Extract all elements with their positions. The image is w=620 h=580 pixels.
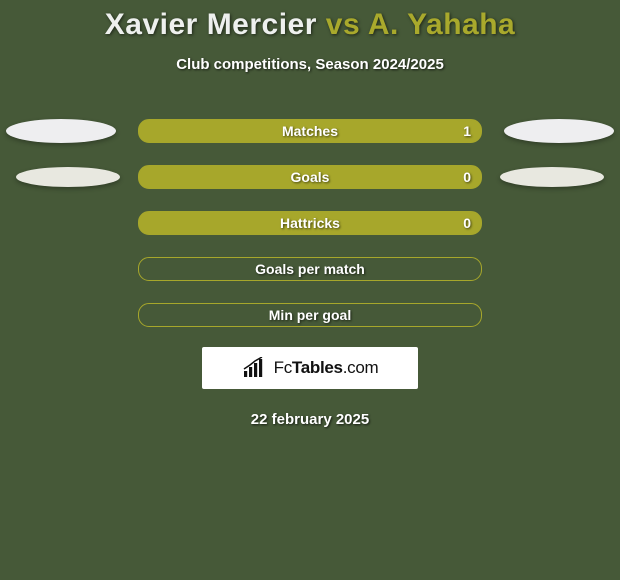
stat-row: Matches 1 [0, 119, 620, 143]
date-text: 22 february 2025 [0, 411, 620, 428]
vs-text: vs [317, 8, 368, 41]
stat-bar: Goals per match [138, 257, 482, 281]
logo-box: FcTables.com [202, 347, 418, 389]
stat-label: Goals [291, 169, 330, 185]
right-marker [500, 167, 604, 187]
stat-row: Hattricks 0 [0, 211, 620, 235]
stat-label: Min per goal [269, 307, 351, 323]
page-title: Xavier Mercier vs A. Yahaha [0, 8, 620, 42]
logo-bold: Tables [292, 358, 343, 377]
stat-value: 1 [463, 123, 471, 139]
stat-bars: Matches 1 Goals 0 Hattricks 0 Goals per match M… [0, 119, 620, 327]
right-marker [504, 119, 614, 143]
stat-value: 0 [463, 169, 471, 185]
stat-row: Goals 0 [0, 165, 620, 189]
infographic-container: Xavier Mercier vs A. Yahaha Club competi… [0, 0, 620, 580]
logo-suffix: .com [343, 358, 379, 377]
header: Xavier Mercier vs A. Yahaha Club competi… [0, 0, 620, 73]
stat-label: Hattricks [280, 215, 340, 231]
player2-name: A. Yahaha [368, 8, 515, 41]
bar-chart-icon [242, 357, 268, 379]
stat-bar: Matches 1 [138, 119, 482, 143]
stat-row: Min per goal [0, 303, 620, 327]
stat-row: Goals per match [0, 257, 620, 281]
subtitle: Club competitions, Season 2024/2025 [0, 56, 620, 73]
stat-bar: Hattricks 0 [138, 211, 482, 235]
left-marker [6, 119, 116, 143]
stat-label: Goals per match [255, 261, 365, 277]
stat-value: 0 [463, 215, 471, 231]
stat-bar: Min per goal [138, 303, 482, 327]
stat-bar: Goals 0 [138, 165, 482, 189]
player1-name: Xavier Mercier [105, 8, 317, 41]
logo-text: FcTables.com [274, 358, 379, 378]
logo-prefix: Fc [274, 358, 292, 377]
left-marker [16, 167, 120, 187]
stat-label: Matches [282, 123, 338, 139]
